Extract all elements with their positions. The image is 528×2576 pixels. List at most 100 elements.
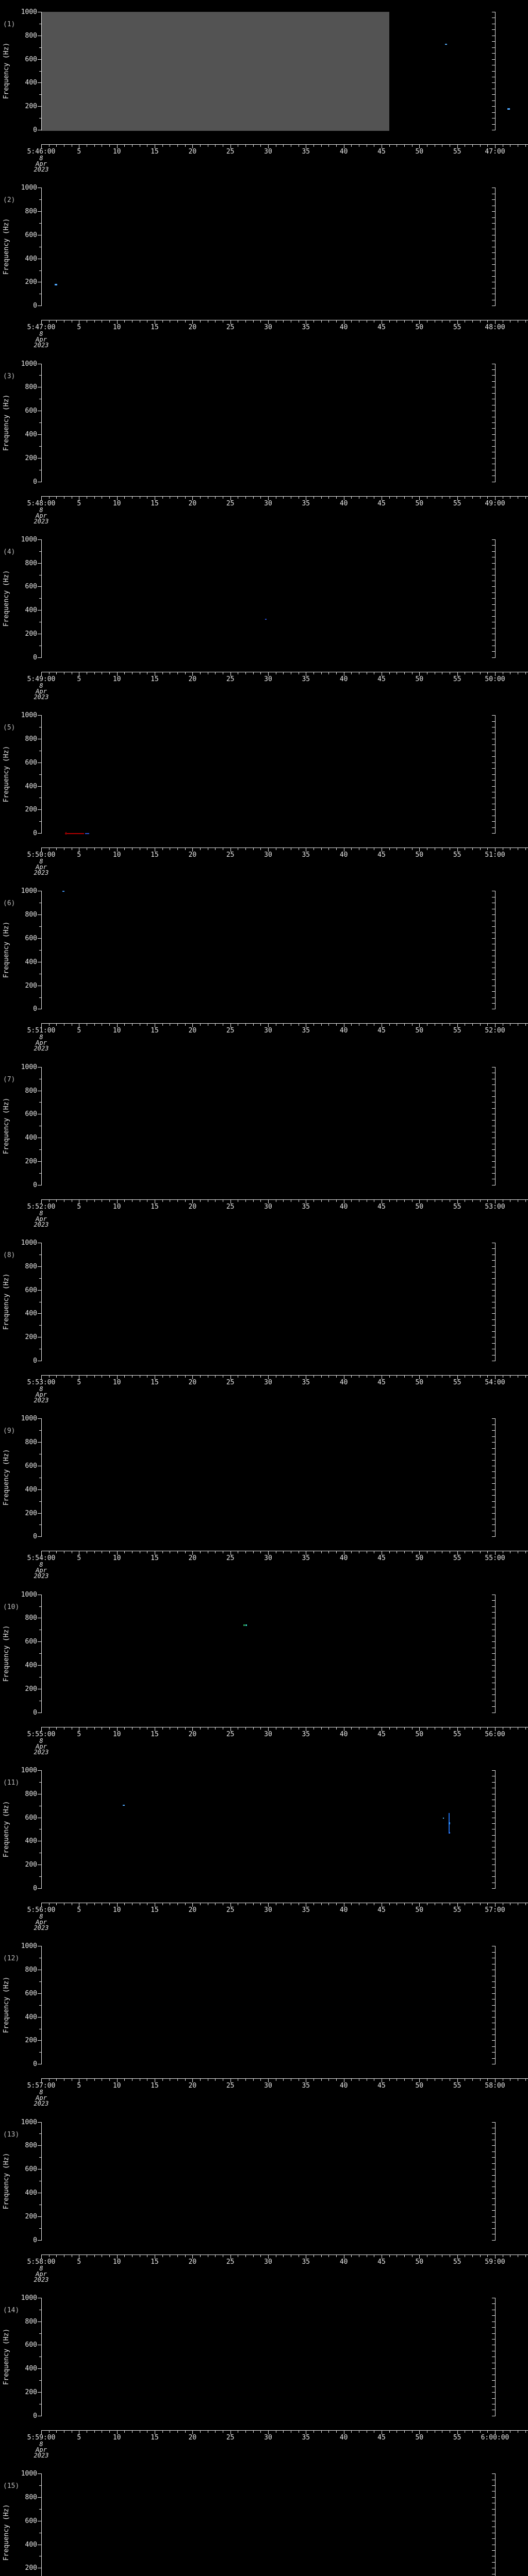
y-axis-right-tick — [492, 1536, 495, 1537]
x-axis-tick — [56, 672, 57, 674]
x-axis-tick — [336, 2430, 337, 2433]
x-tick-label: 45 — [377, 1730, 386, 1738]
x-axis-tick — [389, 1903, 390, 1905]
x-axis-tick — [253, 2430, 254, 2433]
x-axis-tick — [283, 672, 284, 674]
x-tick-label: 15 — [151, 2082, 159, 2090]
y-axis-tick — [39, 1325, 41, 1326]
x-axis-tick — [245, 1024, 246, 1026]
y-tick-label: 0 — [33, 829, 37, 838]
y-axis-right-tick — [492, 610, 495, 611]
x-axis-tick — [283, 2079, 284, 2081]
x-tick-label: 10 — [112, 1379, 121, 1387]
x-axis-tick — [253, 496, 254, 499]
x-axis-tick — [328, 496, 329, 499]
y-tick-label: 400 — [25, 430, 37, 438]
x-axis-tick — [268, 145, 269, 148]
x-axis-tick — [200, 1376, 201, 1378]
x-tick-label: 45 — [377, 675, 386, 683]
spectrogram-panel-2: 0 200 400 600 800 1000 5:47:00 5 10 15 20 25 30 35 40 4… — [0, 176, 528, 351]
x-axis-tick — [132, 1199, 133, 1202]
x-tick-label: 35 — [302, 675, 310, 683]
y-axis-right-tick — [492, 1987, 495, 1988]
x-axis-tick — [117, 2255, 118, 2259]
x-tick-label: 15 — [151, 1379, 159, 1387]
y-axis-title: Frequency (Hz) — [3, 218, 10, 275]
x-axis-tick — [404, 1199, 405, 1202]
y-tick-label: 600 — [25, 407, 37, 415]
x-axis-tick — [192, 1551, 193, 1555]
x-axis-tick — [404, 1376, 405, 1378]
x-axis-tick — [200, 1903, 201, 1905]
x-axis-tick — [124, 1903, 125, 1905]
x-axis-tick — [351, 2430, 352, 2433]
x-tick-label: 30 — [264, 324, 272, 332]
x-end-time-label: 51:00 — [485, 851, 505, 859]
y-axis-right-tick — [492, 1659, 495, 1660]
x-axis-tick — [48, 1199, 50, 1202]
x-axis-tick — [185, 1376, 186, 1378]
y-axis-right-tick — [492, 2327, 495, 2328]
spectrogram-detection-dot — [65, 832, 67, 835]
y-axis-tick — [38, 1313, 41, 1314]
x-axis-tick — [260, 2430, 261, 2433]
x-axis-line — [41, 496, 528, 497]
x-tick-label: 20 — [188, 1027, 197, 1035]
x-start-time-label: 5:54:00 — [27, 1554, 56, 1563]
date-line: Apr — [36, 1215, 47, 1223]
x-axis-tick — [389, 1727, 390, 1730]
y-axis-line — [41, 363, 42, 482]
y-axis-right-tick — [492, 223, 495, 224]
y-tick-label: 800 — [25, 1262, 37, 1270]
date-line: 8 — [39, 155, 43, 162]
y-axis-right-line — [495, 1066, 496, 1185]
y-tick-label: 200 — [25, 630, 37, 638]
x-axis-tick — [48, 1024, 50, 1026]
x-axis-tick — [268, 848, 269, 852]
y-axis-right-tick — [492, 604, 495, 605]
x-axis-tick — [404, 320, 405, 323]
x-axis-tick — [253, 2079, 254, 2081]
x-axis-tick — [321, 2255, 322, 2257]
y-tick-label: 1000 — [21, 1942, 37, 1951]
y-tick-label: 200 — [25, 2388, 37, 2396]
y-axis-tick — [39, 2509, 41, 2510]
x-axis-tick — [480, 848, 481, 851]
x-axis-tick — [328, 848, 329, 851]
y-axis-tick — [38, 457, 41, 459]
x-axis-tick — [109, 1024, 110, 1026]
panel-number-label: (11) — [3, 1778, 20, 1787]
x-tick-label: 25 — [226, 324, 235, 332]
y-tick-label: 200 — [25, 2212, 37, 2221]
y-axis-right-tick — [492, 1278, 495, 1279]
date-line: 2023 — [34, 166, 49, 173]
x-axis-tick — [480, 1199, 481, 1202]
y-axis-right-line — [495, 188, 496, 307]
y-tick-label: 400 — [25, 1310, 37, 1318]
x-tick-label: 35 — [302, 1906, 310, 1914]
y-axis-right-tick — [492, 2016, 495, 2018]
x-axis-tick — [404, 2255, 405, 2257]
x-tick-label: 25 — [226, 1202, 235, 1211]
panel-number-label: (10) — [3, 1603, 20, 1611]
x-axis-tick — [41, 2430, 42, 2434]
x-tick-label: 55 — [453, 851, 461, 859]
x-axis-tick — [200, 2079, 201, 2081]
x-tick-label: 10 — [112, 2258, 121, 2266]
x-axis-tick — [336, 1199, 337, 1202]
x-axis-tick — [132, 2430, 133, 2433]
x-axis-tick — [419, 1903, 420, 1907]
x-axis-tick — [177, 672, 178, 674]
date-label: 8 Apr 2023 — [24, 1210, 59, 1228]
y-axis-right-tick — [492, 2333, 495, 2334]
y-axis-right-tick — [492, 1600, 495, 1601]
y-axis-right-tick — [492, 1612, 495, 1613]
x-axis-line — [41, 144, 528, 145]
x-axis-line — [41, 1375, 528, 1376]
x-axis-tick — [192, 1024, 193, 1028]
y-tick-label: 600 — [25, 758, 37, 767]
date-line: Apr — [36, 2270, 47, 2278]
x-axis-tick — [245, 496, 246, 499]
x-axis-tick — [245, 672, 246, 674]
y-axis-right-tick — [492, 2133, 495, 2134]
